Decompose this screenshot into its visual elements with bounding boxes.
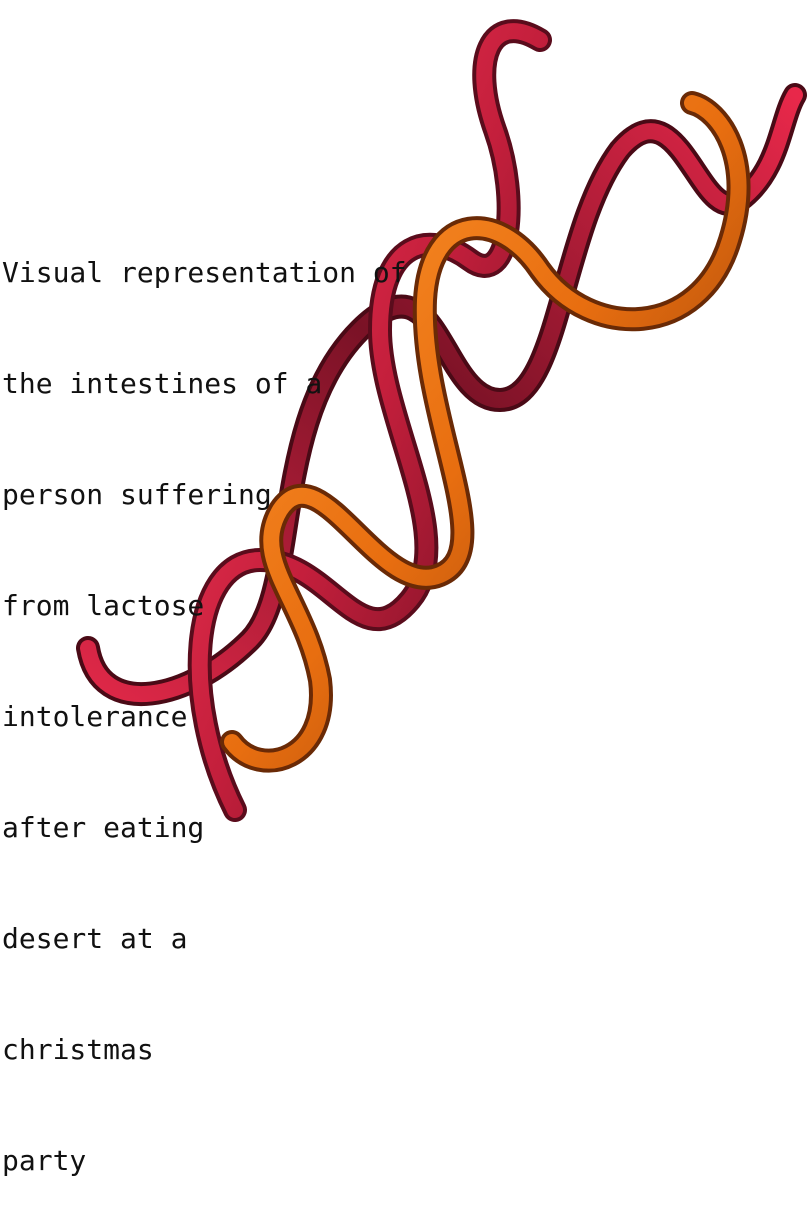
dark-red-tube (76, 83, 807, 707)
orange-tube (220, 91, 751, 773)
intestine-tubes-illustration (76, 19, 807, 822)
caption-line: party (2, 1144, 87, 1177)
red-tube (187, 19, 552, 822)
caption-line: after eating (2, 811, 205, 844)
caption-line: the intestines of a (2, 367, 323, 400)
caption-line: from lactose (2, 589, 205, 622)
caption-line: christmas (2, 1033, 154, 1066)
caption-line: desert at a (2, 922, 188, 955)
caption-line: person suffering (2, 478, 272, 511)
caption-line: Visual representation of (2, 256, 407, 289)
caption-line: intolerance (2, 700, 188, 733)
caption-text: Visual representation of the intestines … (2, 180, 407, 1216)
